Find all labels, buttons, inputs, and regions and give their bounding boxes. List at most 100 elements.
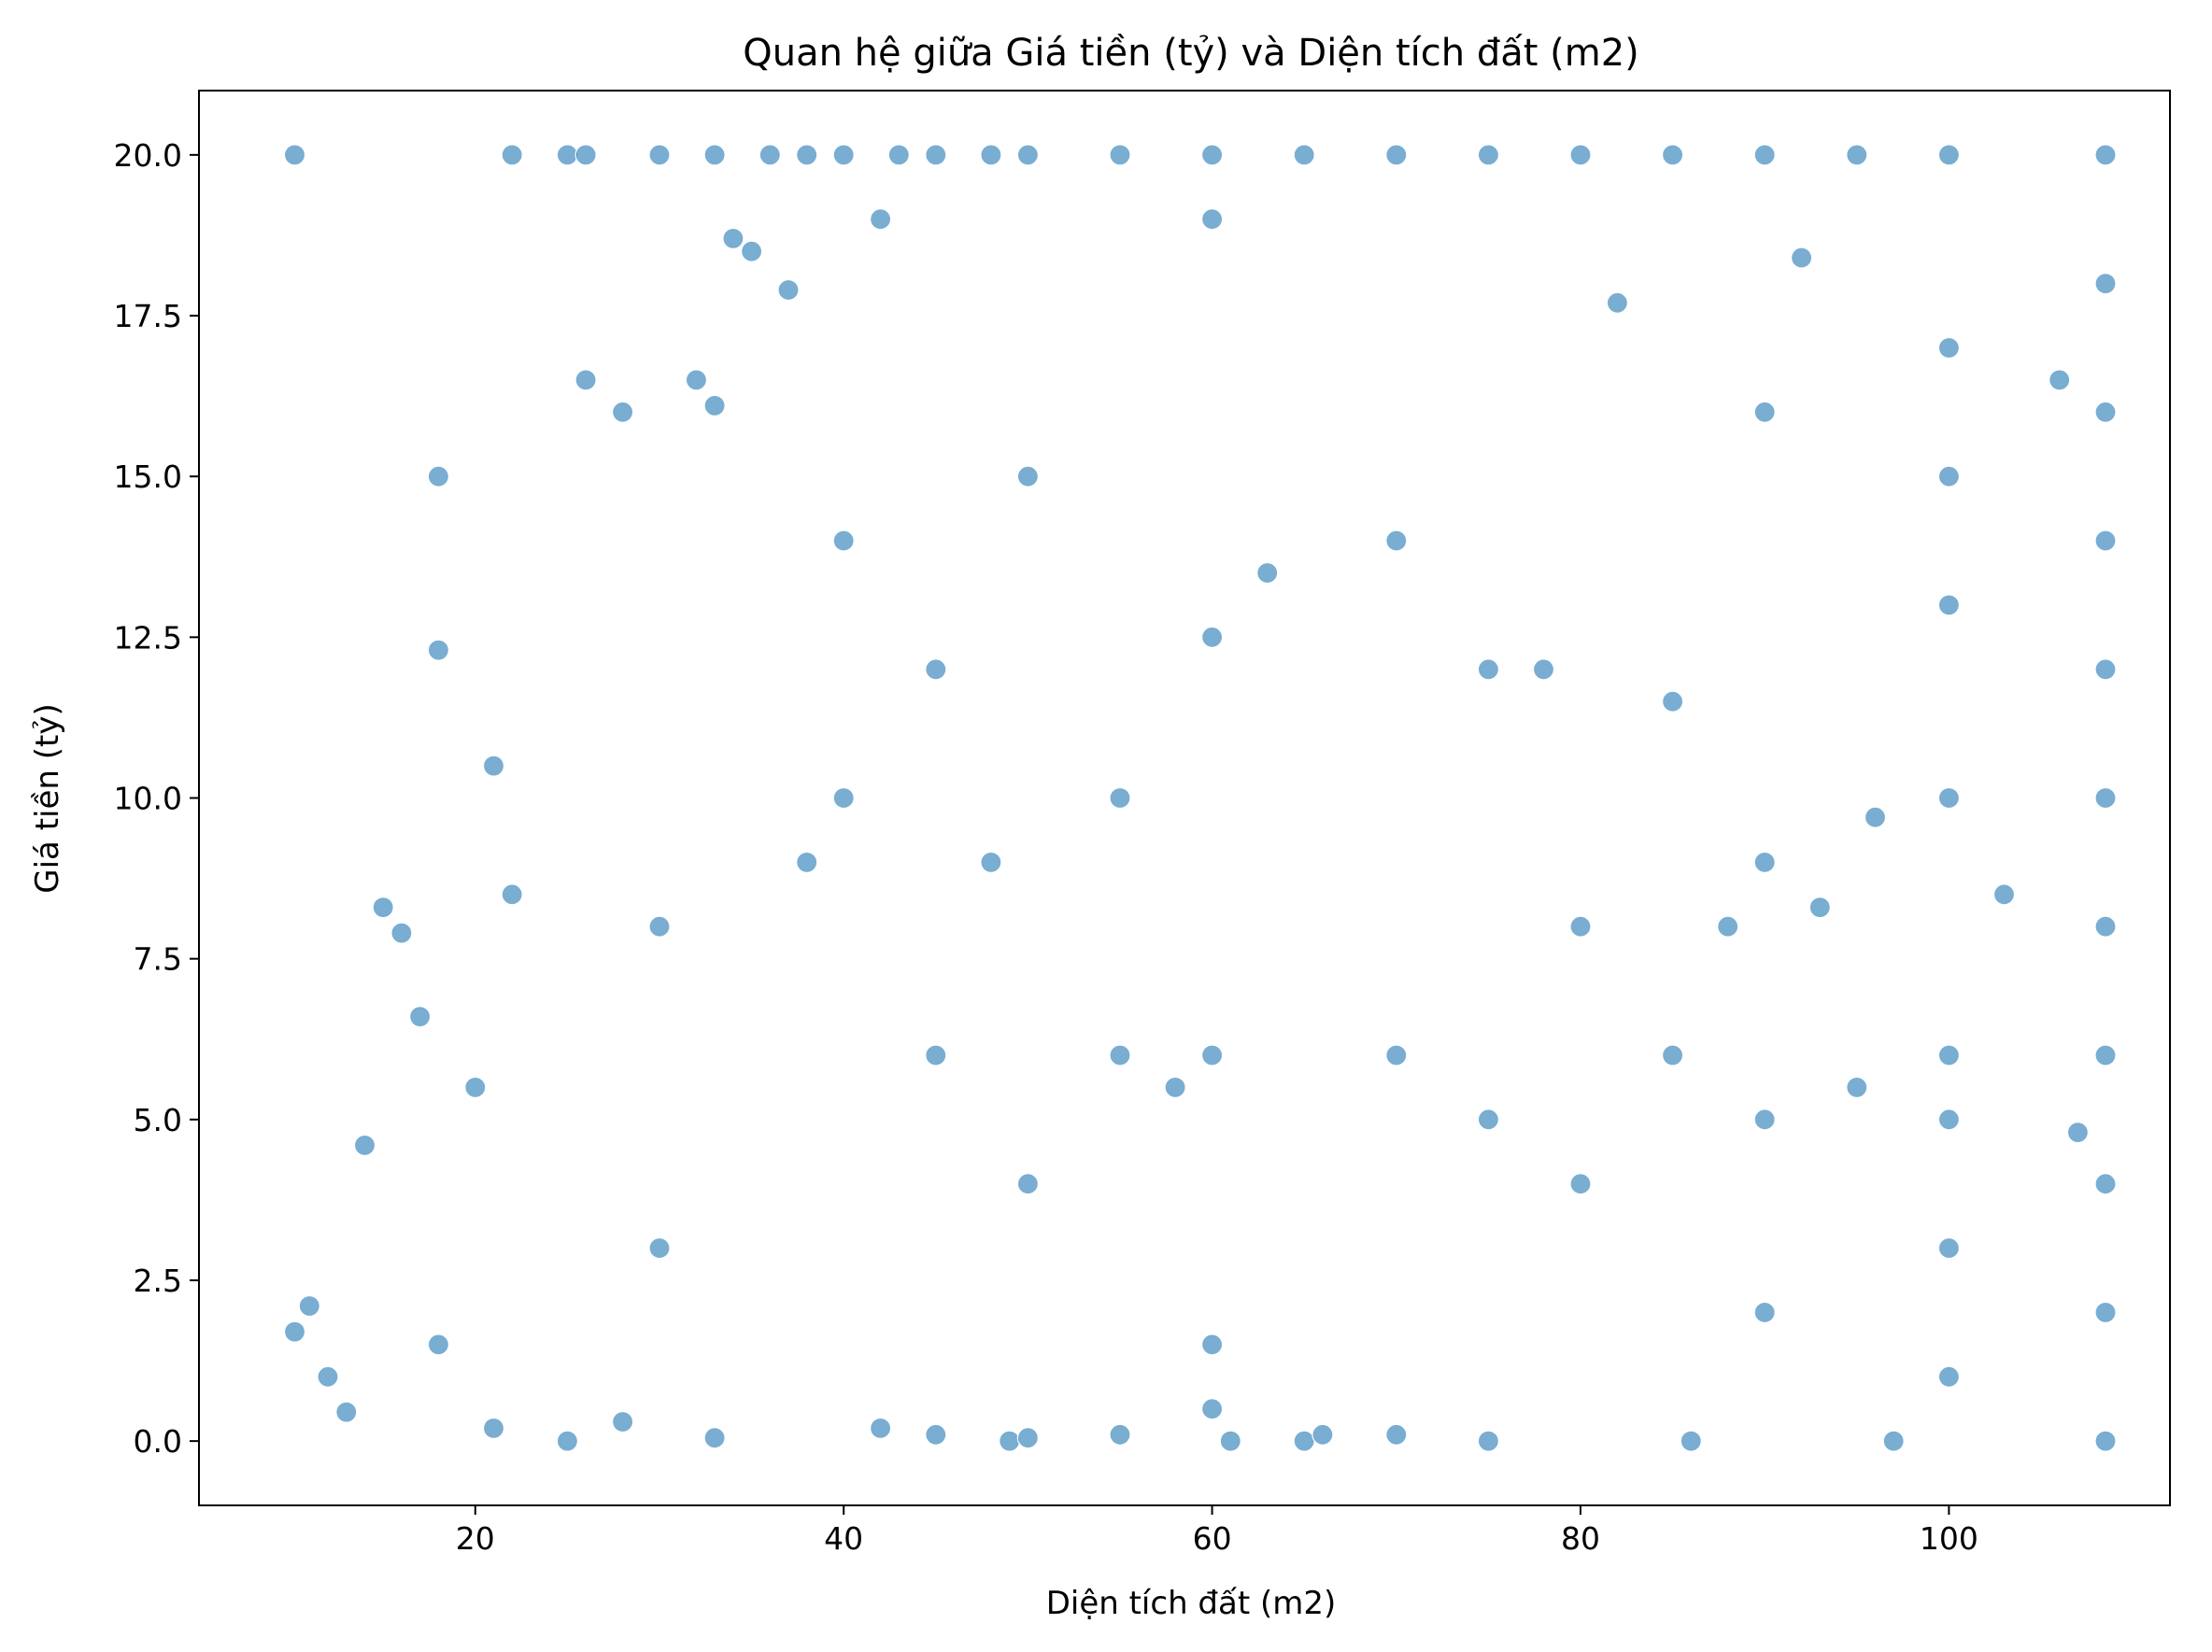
scatter-point: [869, 208, 892, 231]
scatter-point: [2094, 144, 2117, 166]
scatter-point: [1532, 658, 1555, 681]
chart-title: Quan hệ giữa Giá tiền (tỷ) và Diện tích …: [743, 32, 1639, 75]
scatter-point: [1753, 851, 1776, 874]
scatter-point: [1937, 336, 1960, 360]
scatter-point: [925, 1044, 947, 1066]
scatter-point: [685, 369, 708, 391]
scatter-point: [722, 227, 744, 249]
scatter-point: [1606, 291, 1629, 314]
scatter-point: [1937, 1365, 1960, 1388]
scatter-point: [1016, 1173, 1040, 1195]
scatter-point: [648, 144, 671, 166]
x-tick-label: 60: [1193, 1520, 1232, 1557]
y-tick-label: 12.5: [114, 619, 182, 656]
scatter-point: [2094, 1430, 2117, 1452]
scatter-point: [464, 1076, 487, 1099]
y-tick-label: 2.5: [134, 1263, 182, 1299]
scatter-point: [1717, 915, 1739, 938]
scatter-point: [2094, 529, 2117, 552]
scatter-point: [427, 639, 449, 661]
scatter-point: [869, 1417, 892, 1440]
scatter-point: [2094, 915, 2117, 938]
scatter-point: [482, 755, 505, 777]
scatter-point: [2094, 1044, 2117, 1066]
scatter-point: [2066, 1121, 2089, 1144]
scatter-point: [796, 851, 818, 874]
x-axis-ticks: 20 40 60 80 100: [456, 1505, 1978, 1557]
scatter-point: [482, 1417, 505, 1440]
scatter-point: [980, 144, 1002, 166]
scatter-point: [556, 1430, 579, 1452]
scatter-point: [1846, 1076, 1868, 1099]
scatter-point: [283, 1320, 306, 1343]
scatter-point: [777, 278, 800, 302]
scatter-point: [1680, 1430, 1702, 1452]
scatter-point: [1937, 1044, 1960, 1066]
scatter-point: [1569, 144, 1592, 166]
scatter-point: [501, 144, 523, 166]
x-tick-label: 40: [824, 1520, 863, 1557]
scatter-point: [1937, 1236, 1960, 1260]
scatter-point: [887, 144, 910, 166]
scatter-point: [703, 394, 726, 417]
scatter-point: [832, 144, 855, 166]
x-tick-label: 100: [1920, 1520, 1978, 1557]
scatter-point: [1477, 1430, 1500, 1452]
scatter-point: [1109, 1044, 1131, 1066]
scatter-point: [1293, 1430, 1315, 1452]
scatter-point: [1937, 465, 1960, 487]
scatter-point: [1164, 1076, 1186, 1099]
scatter-point: [925, 144, 947, 166]
scatter-point: [2094, 1173, 2117, 1195]
y-tick-label: 15.0: [114, 459, 182, 495]
scatter-point: [980, 851, 1002, 874]
scatter-point: [832, 786, 855, 810]
scatter-point: [1385, 1423, 1408, 1446]
scatter-point: [1569, 1173, 1592, 1195]
points-layer: [283, 144, 2117, 1452]
scatter-point: [1109, 144, 1131, 166]
scatter-point: [1109, 786, 1131, 810]
scatter-point: [427, 465, 449, 487]
scatter-point: [1753, 144, 1776, 166]
scatter-point: [1385, 529, 1408, 552]
scatter-point: [1385, 1044, 1408, 1066]
scatter-point: [1312, 1423, 1334, 1446]
scatter-point: [1256, 561, 1279, 585]
scatter-point: [1882, 1430, 1905, 1452]
scatter-point: [1753, 401, 1776, 423]
scatter-point: [1937, 144, 1960, 166]
scatter-point: [1661, 690, 1684, 713]
scatter-point: [703, 144, 726, 166]
scatter-point: [1200, 208, 1224, 231]
x-tick-label: 80: [1561, 1520, 1600, 1557]
y-axis-label: Giá tiền (tỷ): [29, 703, 66, 893]
scatter-point: [759, 144, 781, 166]
scatter-point: [1016, 465, 1040, 487]
scatter-point: [574, 144, 597, 166]
y-tick-label: 20.0: [114, 137, 182, 174]
scatter-point: [1661, 144, 1684, 166]
scatter-point: [1937, 594, 1960, 616]
scatter-point: [2094, 1301, 2117, 1324]
x-axis-label: Diện tích đất (m2): [1046, 1585, 1337, 1622]
y-tick-label: 10.0: [114, 781, 182, 817]
scatter-point: [611, 401, 634, 423]
scatter-point: [353, 1134, 376, 1157]
scatter-point: [2094, 273, 2117, 295]
scatter-point: [1790, 247, 1813, 269]
scatter-point: [298, 1294, 320, 1318]
scatter-point: [2094, 658, 2117, 681]
scatter-point: [1753, 1301, 1776, 1324]
scatter-point: [999, 1430, 1021, 1452]
scatter-point: [335, 1401, 358, 1423]
scatter-point: [796, 144, 818, 166]
y-tick-label: 0.0: [134, 1423, 182, 1460]
scatter-point: [1937, 786, 1960, 810]
scatter-point: [1385, 144, 1408, 166]
scatter-point: [1864, 806, 1887, 828]
scatter-point: [1200, 1044, 1224, 1066]
scatter-point: [1200, 1398, 1224, 1420]
